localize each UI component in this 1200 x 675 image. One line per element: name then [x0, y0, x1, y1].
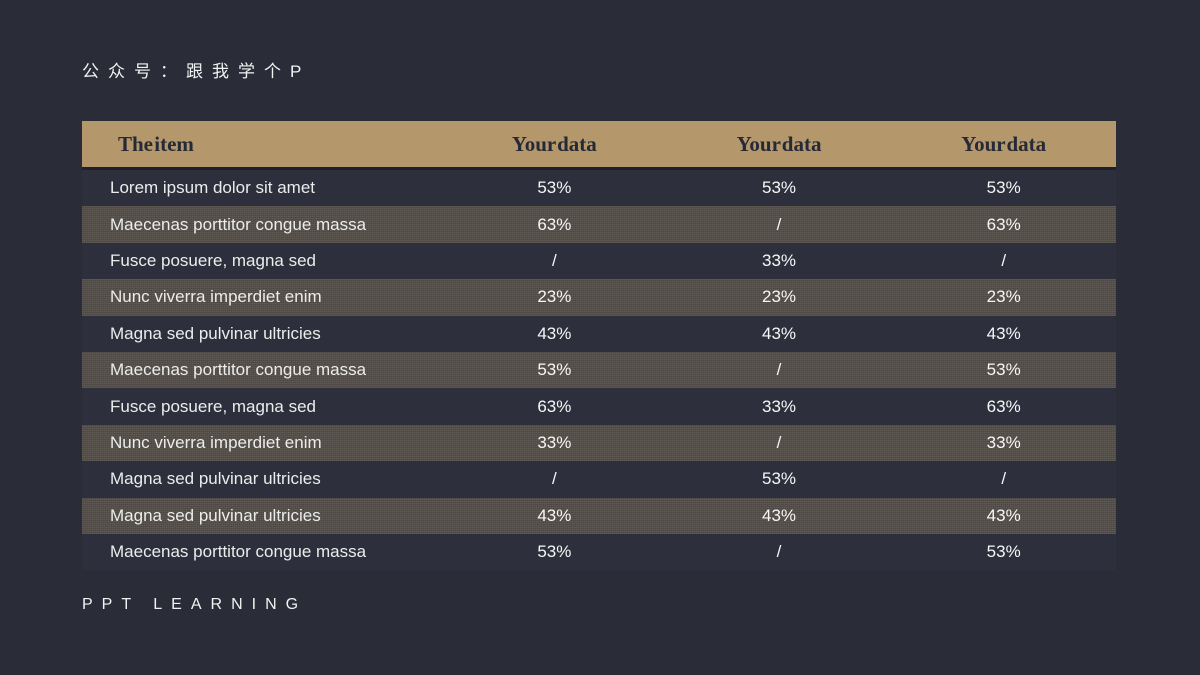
item-cell: Nunc viverra imperdiet enim	[110, 432, 322, 452]
value-cell: 33%	[537, 432, 572, 452]
column-header-item: The item	[118, 131, 194, 156]
column-header-data-2: Your data	[736, 131, 822, 156]
table-row: Nunc viverra imperdiet enim 23% 23% 23%	[82, 279, 1116, 316]
table-row: Nunc viverra imperdiet enim 33% / 33%	[82, 424, 1116, 462]
value-cell: 43%	[537, 323, 572, 343]
value-cell: 53%	[986, 542, 1021, 562]
value-cell: /	[776, 214, 782, 234]
value-cell: 33%	[761, 250, 797, 270]
value-cell: 53%	[537, 542, 572, 562]
value-cell: 43%	[537, 505, 572, 525]
value-cell: 53%	[761, 469, 797, 489]
value-cell: /	[1001, 250, 1007, 270]
table-row: Magna sed pulvinar ultricies / 53% /	[82, 461, 1116, 498]
column-header-data-1: Your data	[511, 131, 597, 156]
item-cell: Fusce posuere, magna sed	[110, 396, 317, 416]
item-cell: Magna sed pulvinar ultricies	[110, 323, 321, 343]
value-cell: /	[776, 360, 782, 380]
table-row: Fusce posuere, magna sed / 33% /	[82, 242, 1116, 280]
table-row: Maecenas porttitor congue massa 53% / 53…	[82, 533, 1116, 571]
value-cell: /	[776, 432, 782, 452]
value-cell: 33%	[986, 432, 1021, 452]
value-cell: 23%	[537, 287, 572, 307]
item-cell: Maecenas porttitor congue massa	[110, 214, 367, 234]
value-cell: 43%	[986, 323, 1021, 343]
table-row: Maecenas porttitor congue massa 63% / 63…	[82, 206, 1116, 243]
value-cell: 53%	[761, 178, 797, 198]
table-row: Fusce posuere, magna sed 63% 33% 63%	[82, 388, 1116, 425]
value-cell: 33%	[761, 396, 797, 416]
value-cell: 23%	[761, 287, 797, 307]
value-cell: 53%	[537, 360, 572, 380]
value-cell: 43%	[761, 323, 797, 343]
item-cell: Lorem ipsum dolor sit amet	[110, 178, 316, 198]
item-cell: Fusce posuere, magna sed	[110, 250, 317, 270]
table-row: Maecenas porttitor congue massa 53% / 53…	[82, 351, 1116, 389]
item-cell: Maecenas porttitor congue massa	[110, 360, 367, 380]
value-cell: /	[551, 250, 557, 270]
table-header-row: The item Your data Your data Your data	[82, 121, 1116, 167]
item-cell: Maecenas porttitor congue massa	[110, 542, 367, 562]
header-divider	[82, 167, 1116, 170]
value-cell: 53%	[986, 360, 1021, 380]
item-cell: Magna sed pulvinar ultricies	[110, 469, 321, 489]
value-cell: 63%	[986, 214, 1021, 234]
value-cell: 43%	[761, 505, 797, 525]
value-cell: /	[776, 542, 782, 562]
value-cell: /	[1001, 469, 1007, 489]
value-cell: 53%	[537, 178, 572, 198]
value-cell: /	[551, 469, 557, 489]
column-header-data-3: Your data	[961, 131, 1047, 156]
item-cell: Magna sed pulvinar ultricies	[110, 505, 321, 525]
value-cell: 23%	[986, 287, 1021, 307]
value-cell: 43%	[986, 505, 1021, 525]
item-cell: Nunc viverra imperdiet enim	[110, 287, 322, 307]
table-row: Magna sed pulvinar ultricies 43% 43% 43%	[82, 315, 1116, 352]
value-cell: 63%	[986, 396, 1021, 416]
value-cell: 53%	[986, 178, 1021, 198]
table-row: Magna sed pulvinar ultricies 43% 43% 43%	[82, 497, 1116, 534]
table-row: Lorem ipsum dolor sit amet 53% 53% 53%	[82, 170, 1116, 207]
value-cell: 63%	[537, 214, 572, 234]
value-cell: 63%	[537, 396, 572, 416]
data-table: The item Your data Your data Your data L…	[82, 121, 1116, 571]
wechat-account-watermark: 公众号：跟我学个P	[82, 62, 311, 81]
ppt-learning-watermark: PPT LEARNING	[82, 596, 308, 613]
